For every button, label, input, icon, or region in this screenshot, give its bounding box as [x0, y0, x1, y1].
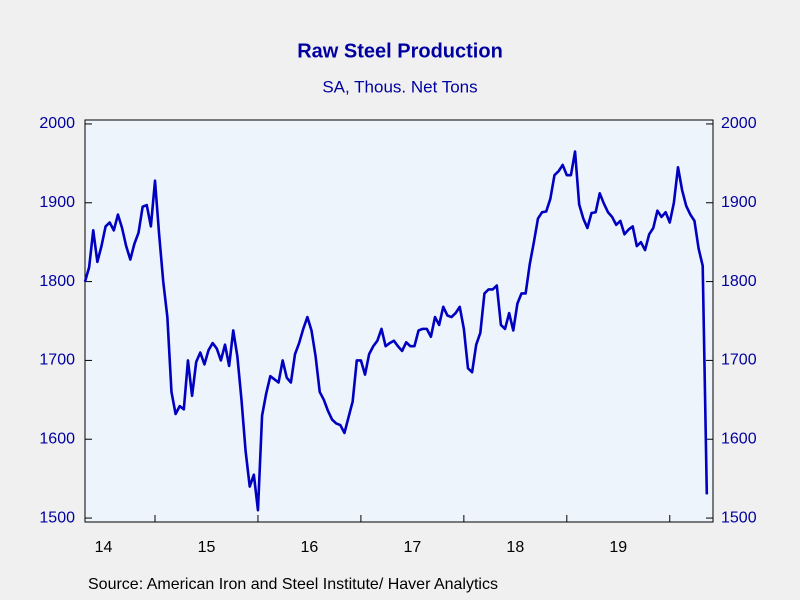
y2-tick-label: 1500: [721, 509, 757, 526]
y2-tick-label: 1600: [721, 430, 757, 447]
y2-tick-label: 1800: [721, 273, 757, 290]
data-line: [83, 150, 709, 512]
source-note: Source: American Iron and Steel Institut…: [88, 576, 498, 593]
y2-tick-label: 2000: [721, 115, 757, 132]
y-tick-label: 2000: [39, 115, 75, 132]
plot-area: [84, 119, 714, 523]
y-tick-label: 1800: [39, 273, 75, 290]
x-tick-label: 17: [403, 539, 421, 556]
y-tick-label: 1700: [39, 352, 75, 369]
chart-title: Raw Steel Production: [297, 40, 503, 62]
y2-tick-label: 1900: [721, 194, 757, 211]
y-tick-label: 1900: [39, 194, 75, 211]
x-tick-label: 14: [95, 539, 113, 556]
chart-subtitle: SA, Thous. Net Tons: [322, 77, 477, 96]
x-tick-label: 19: [609, 539, 627, 556]
y-tick-label: 1600: [39, 430, 75, 447]
x-tick-label: 16: [301, 539, 319, 556]
x-tick-label: 15: [198, 539, 216, 556]
y2-tick-label: 1700: [721, 352, 757, 369]
y-tick-label: 1500: [39, 509, 75, 526]
x-tick-label: 18: [506, 539, 524, 556]
